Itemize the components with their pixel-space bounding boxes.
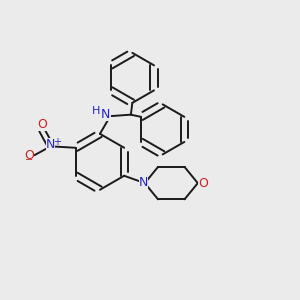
Text: O: O [37, 118, 47, 131]
Text: O: O [198, 177, 208, 190]
Text: −: − [25, 155, 33, 166]
Text: N: N [139, 176, 148, 189]
Text: N: N [46, 138, 56, 151]
Text: O: O [24, 149, 34, 162]
Text: +: + [53, 136, 61, 147]
Text: H: H [92, 106, 100, 116]
Text: N: N [101, 108, 110, 121]
